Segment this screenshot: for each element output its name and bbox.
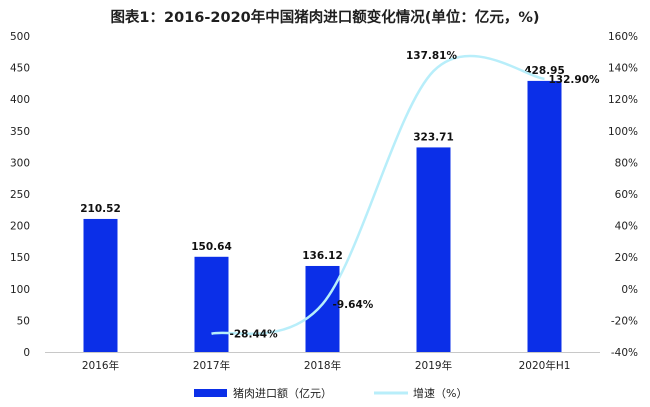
y-right-tick-label: 140% bbox=[608, 63, 638, 75]
y-right-tick-label: 120% bbox=[608, 94, 638, 106]
x-tick-label: 2020年H1 bbox=[519, 359, 571, 372]
y-left-tick-label: 150 bbox=[10, 252, 30, 264]
chart-title: 图表1：2016-2020年中国猪肉进口额变化情况(单位：亿元，%) bbox=[110, 10, 540, 26]
growth-value-label: 137.81% bbox=[406, 50, 458, 62]
y-left-tick-label: 0 bbox=[23, 347, 30, 359]
bar-value-label: 323.71 bbox=[413, 131, 454, 143]
bar-value-label: 150.64 bbox=[191, 241, 232, 253]
y-right-tick-label: 40% bbox=[615, 221, 638, 233]
bar bbox=[305, 265, 340, 352]
y-right-tick-label: 60% bbox=[615, 189, 638, 201]
y-right-tick-label: 0% bbox=[621, 284, 638, 296]
growth-line bbox=[211, 54, 545, 336]
y-left-tick-label: 300 bbox=[10, 157, 30, 169]
y-left-tick-label: 50 bbox=[17, 315, 30, 327]
bar bbox=[83, 218, 118, 352]
bar bbox=[416, 147, 451, 352]
y-right-tick-label: -40% bbox=[611, 347, 638, 359]
y-left-tick-label: 100 bbox=[10, 284, 30, 296]
x-tick-label: 2019年 bbox=[415, 359, 452, 372]
y-right-tick-label: 100% bbox=[608, 126, 638, 138]
growth-value-label: -9.64% bbox=[333, 299, 374, 311]
y-right-tick-label: 80% bbox=[615, 157, 638, 169]
legend-swatch-bar bbox=[194, 389, 227, 397]
legend-label-line: 增速（%） bbox=[413, 386, 467, 400]
y-left-tick-label: 450 bbox=[10, 63, 30, 75]
y-left-tick-label: 400 bbox=[10, 94, 30, 106]
growth-value-label: 132.90% bbox=[549, 74, 601, 86]
y-right-tick-label: 160% bbox=[608, 31, 638, 43]
y-right-tick-label: -20% bbox=[611, 315, 638, 327]
legend-label-bar: 猪肉进口额（亿元） bbox=[233, 387, 332, 400]
growth-value-label: -28.44% bbox=[230, 329, 279, 341]
y-left-tick-label: 200 bbox=[10, 221, 30, 233]
bar-value-label: 428.95 bbox=[524, 65, 565, 77]
x-tick-label: 2017年 bbox=[193, 359, 230, 372]
bar-value-label: 210.52 bbox=[80, 203, 121, 215]
bar bbox=[527, 80, 562, 353]
y-left-tick-label: 250 bbox=[10, 189, 30, 201]
x-tick-label: 2018年 bbox=[304, 359, 341, 372]
y-left-tick-label: 350 bbox=[10, 126, 30, 138]
y-left-tick-label: 500 bbox=[10, 31, 30, 43]
y-right-tick-label: 20% bbox=[615, 252, 638, 264]
bar bbox=[194, 256, 229, 352]
x-tick-label: 2016年 bbox=[82, 359, 119, 372]
bar-value-label: 136.12 bbox=[302, 250, 343, 262]
